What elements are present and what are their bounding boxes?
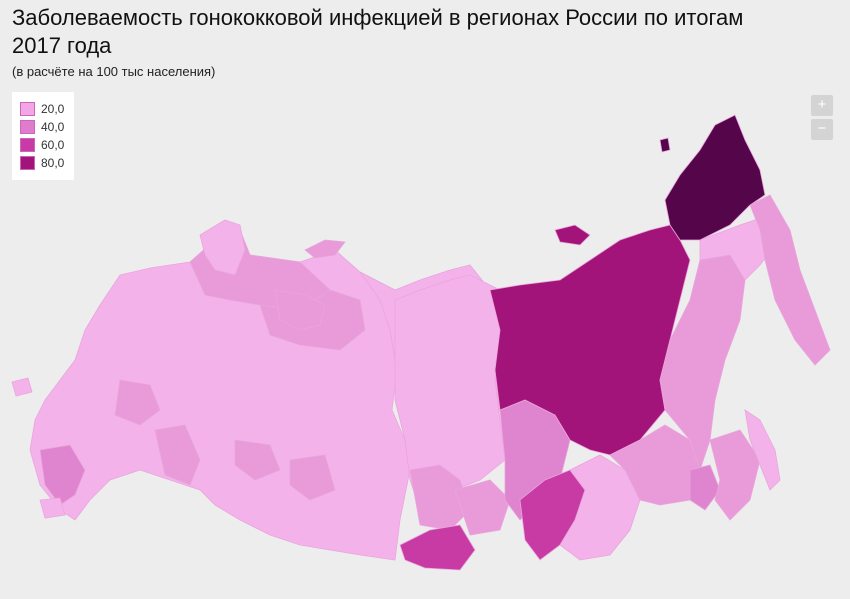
- region-novaya-zemlya[interactable]: [304, 239, 346, 259]
- region-islands[interactable]: [554, 224, 591, 246]
- legend-swatch: [20, 120, 35, 134]
- region-caucasus[interactable]: [39, 444, 86, 506]
- legend-swatch: [20, 138, 35, 152]
- region-kemerovo[interactable]: [454, 479, 511, 536]
- region-island-wrangel[interactable]: [659, 137, 671, 153]
- region-central-mid[interactable]: [114, 379, 161, 426]
- legend-item: 60,0: [20, 136, 74, 154]
- legend-label: 80,0: [41, 156, 65, 170]
- region-south-west[interactable]: [154, 424, 201, 486]
- legend-item: 40,0: [20, 118, 74, 136]
- legend-swatch: [20, 102, 35, 116]
- region-primorye[interactable]: [709, 429, 761, 521]
- region-volga[interactable]: [234, 439, 281, 481]
- legend-label: 20,0: [41, 102, 65, 116]
- legend-label: 60,0: [41, 138, 65, 152]
- legend-item: 20,0: [20, 100, 74, 118]
- region-crimea[interactable]: [39, 497, 66, 519]
- legend-label: 40,0: [41, 120, 65, 134]
- region-zabaykalsky[interactable]: [559, 454, 641, 561]
- region-jewish-ao[interactable]: [689, 464, 721, 511]
- region-tuva[interactable]: [399, 524, 476, 571]
- zoom-in-button[interactable]: +: [811, 95, 833, 116]
- region-chelyabinsk[interactable]: [289, 454, 336, 501]
- region-kamchatka[interactable]: [749, 194, 831, 366]
- region-sakhalin[interactable]: [744, 409, 781, 491]
- map-title: Заболеваемость гонококковой инфекцией в …: [12, 5, 744, 58]
- zoom-out-button[interactable]: −: [811, 119, 833, 140]
- map-subtitle: (в расчёте на 100 тыс населения): [12, 64, 216, 79]
- legend-item: 80,0: [20, 154, 74, 172]
- region-khabarovsk[interactable]: [659, 254, 746, 472]
- region-kaliningrad[interactable]: [11, 377, 33, 397]
- region-chukotka[interactable]: [664, 114, 766, 241]
- region-magadan[interactable]: [699, 214, 776, 281]
- legend: 20,0 40,0 60,0 80,0: [12, 92, 74, 180]
- region-karelia[interactable]: [199, 219, 246, 276]
- legend-swatch: [20, 156, 35, 170]
- region-nenets[interactable]: [274, 289, 326, 331]
